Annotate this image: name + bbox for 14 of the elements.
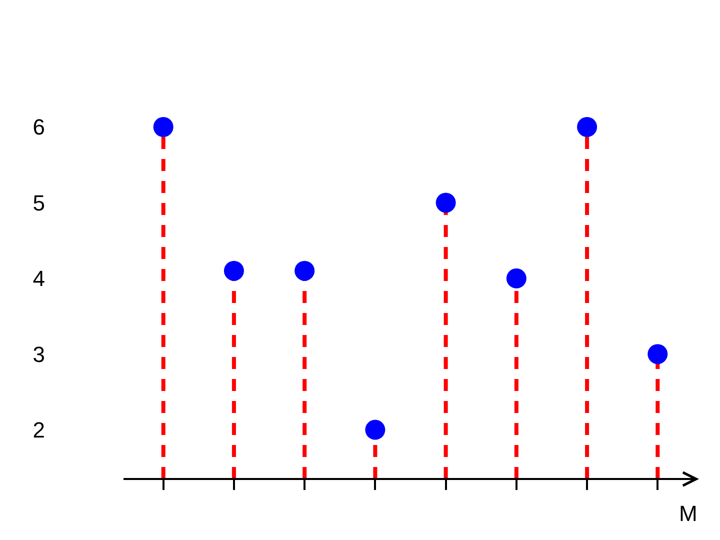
x-axis-title: M: [679, 501, 698, 526]
y-tick-label: 4: [32, 266, 45, 292]
point: [294, 260, 315, 281]
point: [577, 117, 598, 137]
y-tick-label: 3: [32, 342, 45, 367]
point: [224, 260, 244, 281]
point: [153, 117, 174, 137]
y-tick-label: 2: [32, 418, 45, 442]
point: [506, 268, 526, 288]
point: [436, 192, 456, 213]
y-tick-label: 5: [32, 190, 45, 216]
point: [648, 344, 668, 364]
point: [365, 420, 386, 440]
y-tick-label: 6: [32, 114, 45, 140]
